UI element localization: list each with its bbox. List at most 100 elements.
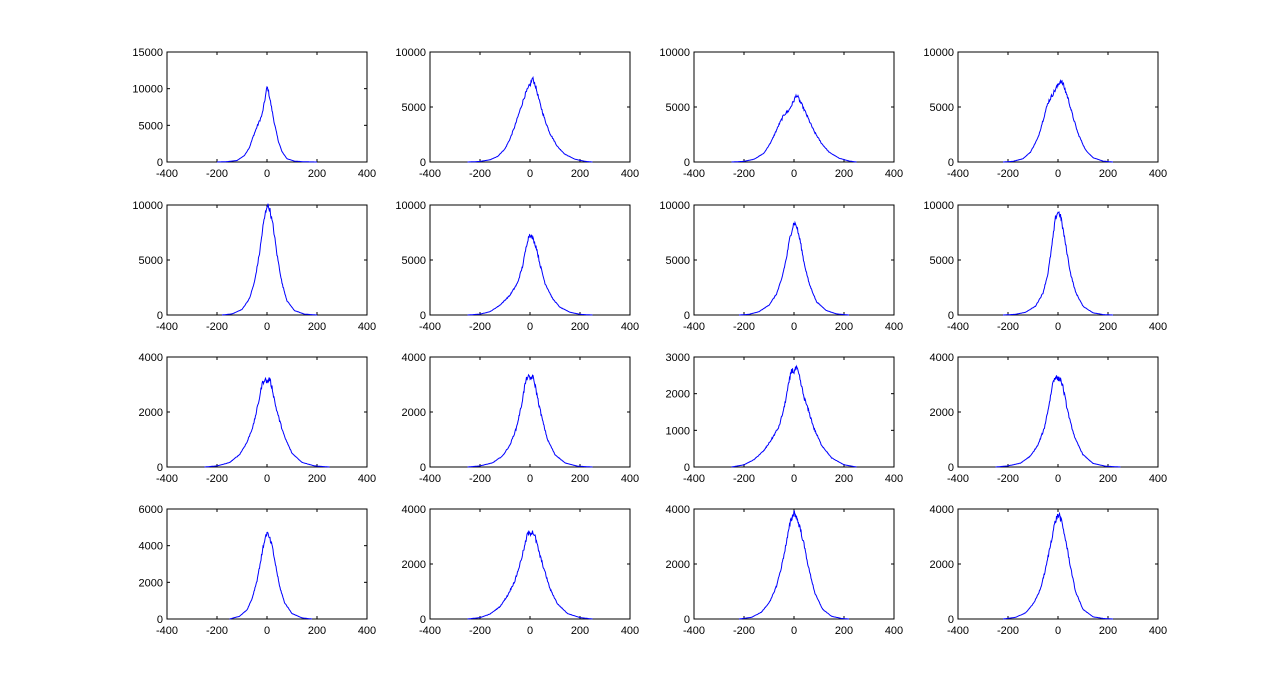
y-tick-label: 4000 [930, 352, 954, 364]
x-tick-label: 400 [885, 473, 903, 485]
x-tick-label: 200 [571, 625, 589, 637]
y-tick-label: 0 [420, 310, 426, 322]
x-tick-label: 0 [791, 168, 797, 180]
x-tick-label: 200 [835, 168, 853, 180]
y-tick-label: 5000 [139, 255, 163, 267]
x-tick-label: 200 [308, 473, 326, 485]
subplot-3: -400 -200 0 200 400 0 5000 10000 [659, 47, 903, 180]
y-tick-label: 0 [420, 157, 426, 169]
x-tick-label: 400 [358, 168, 376, 180]
y-tick-label: 0 [420, 462, 426, 474]
axes-frame [166, 51, 368, 163]
x-tick-label: 400 [885, 321, 903, 333]
y-tick-label: 0 [684, 157, 690, 169]
subplot-4: -400 -200 0 200 400 0 5000 10000 [923, 47, 1167, 180]
x-tick-label: 0 [1055, 168, 1061, 180]
x-tick-label: -200 [206, 321, 228, 333]
x-tick-label: 200 [308, 168, 326, 180]
y-tick-label: 10000 [132, 84, 163, 96]
y-tick-label: 10000 [659, 47, 690, 59]
y-tick-label: 4000 [139, 352, 163, 364]
histogram-line-2-1 [467, 75, 593, 163]
y-tick-label: 2000 [139, 577, 163, 589]
axes-frame [693, 51, 895, 163]
y-tick-label: 0 [684, 310, 690, 322]
y-tick-label: 2000 [402, 559, 426, 571]
y-tick-label: 4000 [930, 504, 954, 516]
x-tick-label: 400 [885, 625, 903, 637]
x-tick-label: 200 [835, 473, 853, 485]
x-tick-label: -200 [469, 625, 491, 637]
y-tick-label: 5000 [930, 102, 954, 114]
x-tick-label: 400 [621, 473, 639, 485]
y-tick-label: 2000 [930, 407, 954, 419]
y-tick-label: 5000 [402, 255, 426, 267]
subplot-1: -400 -200 0 200 400 0 5000 10000 15000 [132, 47, 376, 180]
histogram-line-8-1 [1003, 211, 1113, 316]
x-tick-label: 400 [358, 321, 376, 333]
x-tick-label: 400 [1149, 473, 1167, 485]
y-tick-label: 10000 [395, 200, 426, 212]
histogram-line-11-1 [731, 364, 857, 468]
x-tick-label: 400 [621, 168, 639, 180]
axes-frame [166, 508, 368, 620]
y-tick-label: 5000 [666, 255, 690, 267]
x-tick-label: -400 [419, 321, 441, 333]
x-tick-label: -200 [997, 168, 1019, 180]
x-tick-label: -400 [947, 168, 969, 180]
axes-frame [693, 508, 895, 620]
axes-frame [957, 51, 1159, 163]
x-tick-label: 0 [527, 168, 533, 180]
y-tick-label: 4000 [402, 504, 426, 516]
x-tick-label: 0 [1055, 473, 1061, 485]
x-tick-label: 0 [264, 625, 270, 637]
x-tick-label: 200 [1099, 321, 1117, 333]
subplot-7: -400 -200 0 200 400 0 5000 10000 [659, 200, 903, 333]
x-tick-label: 200 [571, 168, 589, 180]
y-tick-label: 2000 [666, 559, 690, 571]
y-tick-label: 1000 [666, 425, 690, 437]
x-tick-label: 0 [264, 321, 270, 333]
axes-frame [429, 356, 631, 468]
x-tick-label: 0 [791, 321, 797, 333]
y-tick-label: 0 [948, 462, 954, 474]
x-tick-label: 200 [835, 321, 853, 333]
x-tick-label: -400 [947, 625, 969, 637]
y-tick-label: 5000 [666, 102, 690, 114]
histogram-line-1-1 [217, 85, 317, 163]
subplot-11: -400 -200 0 200 400 0 1000 2000 3000 [666, 352, 904, 485]
axes-frame [429, 508, 631, 620]
x-tick-label: 200 [1099, 473, 1117, 485]
histogram-line-10-1 [467, 373, 593, 468]
x-tick-label: -200 [733, 168, 755, 180]
x-tick-label: -200 [733, 321, 755, 333]
subplot-8: -400 -200 0 200 400 0 5000 10000 [923, 200, 1167, 333]
x-tick-label: -200 [206, 168, 228, 180]
x-tick-label: 0 [264, 168, 270, 180]
x-tick-label: -200 [997, 625, 1019, 637]
x-tick-label: -400 [156, 473, 178, 485]
x-tick-label: -200 [206, 625, 228, 637]
histogram-line-15-1 [738, 510, 849, 620]
x-tick-label: 200 [308, 321, 326, 333]
x-tick-label: 200 [308, 625, 326, 637]
y-tick-label: 10000 [923, 200, 954, 212]
x-tick-label: 400 [358, 473, 376, 485]
x-tick-label: -200 [997, 321, 1019, 333]
x-tick-label: -400 [947, 321, 969, 333]
y-tick-label: 2000 [139, 407, 163, 419]
x-tick-label: 400 [1149, 168, 1167, 180]
y-tick-label: 5000 [139, 120, 163, 132]
histogram-line-5-1 [221, 203, 317, 316]
x-tick-label: -200 [997, 473, 1019, 485]
y-tick-label: 0 [157, 462, 163, 474]
x-tick-label: 400 [621, 625, 639, 637]
axes-frame [957, 356, 1159, 468]
y-tick-label: 2000 [666, 389, 690, 401]
x-tick-label: 200 [835, 625, 853, 637]
x-tick-label: 200 [571, 321, 589, 333]
